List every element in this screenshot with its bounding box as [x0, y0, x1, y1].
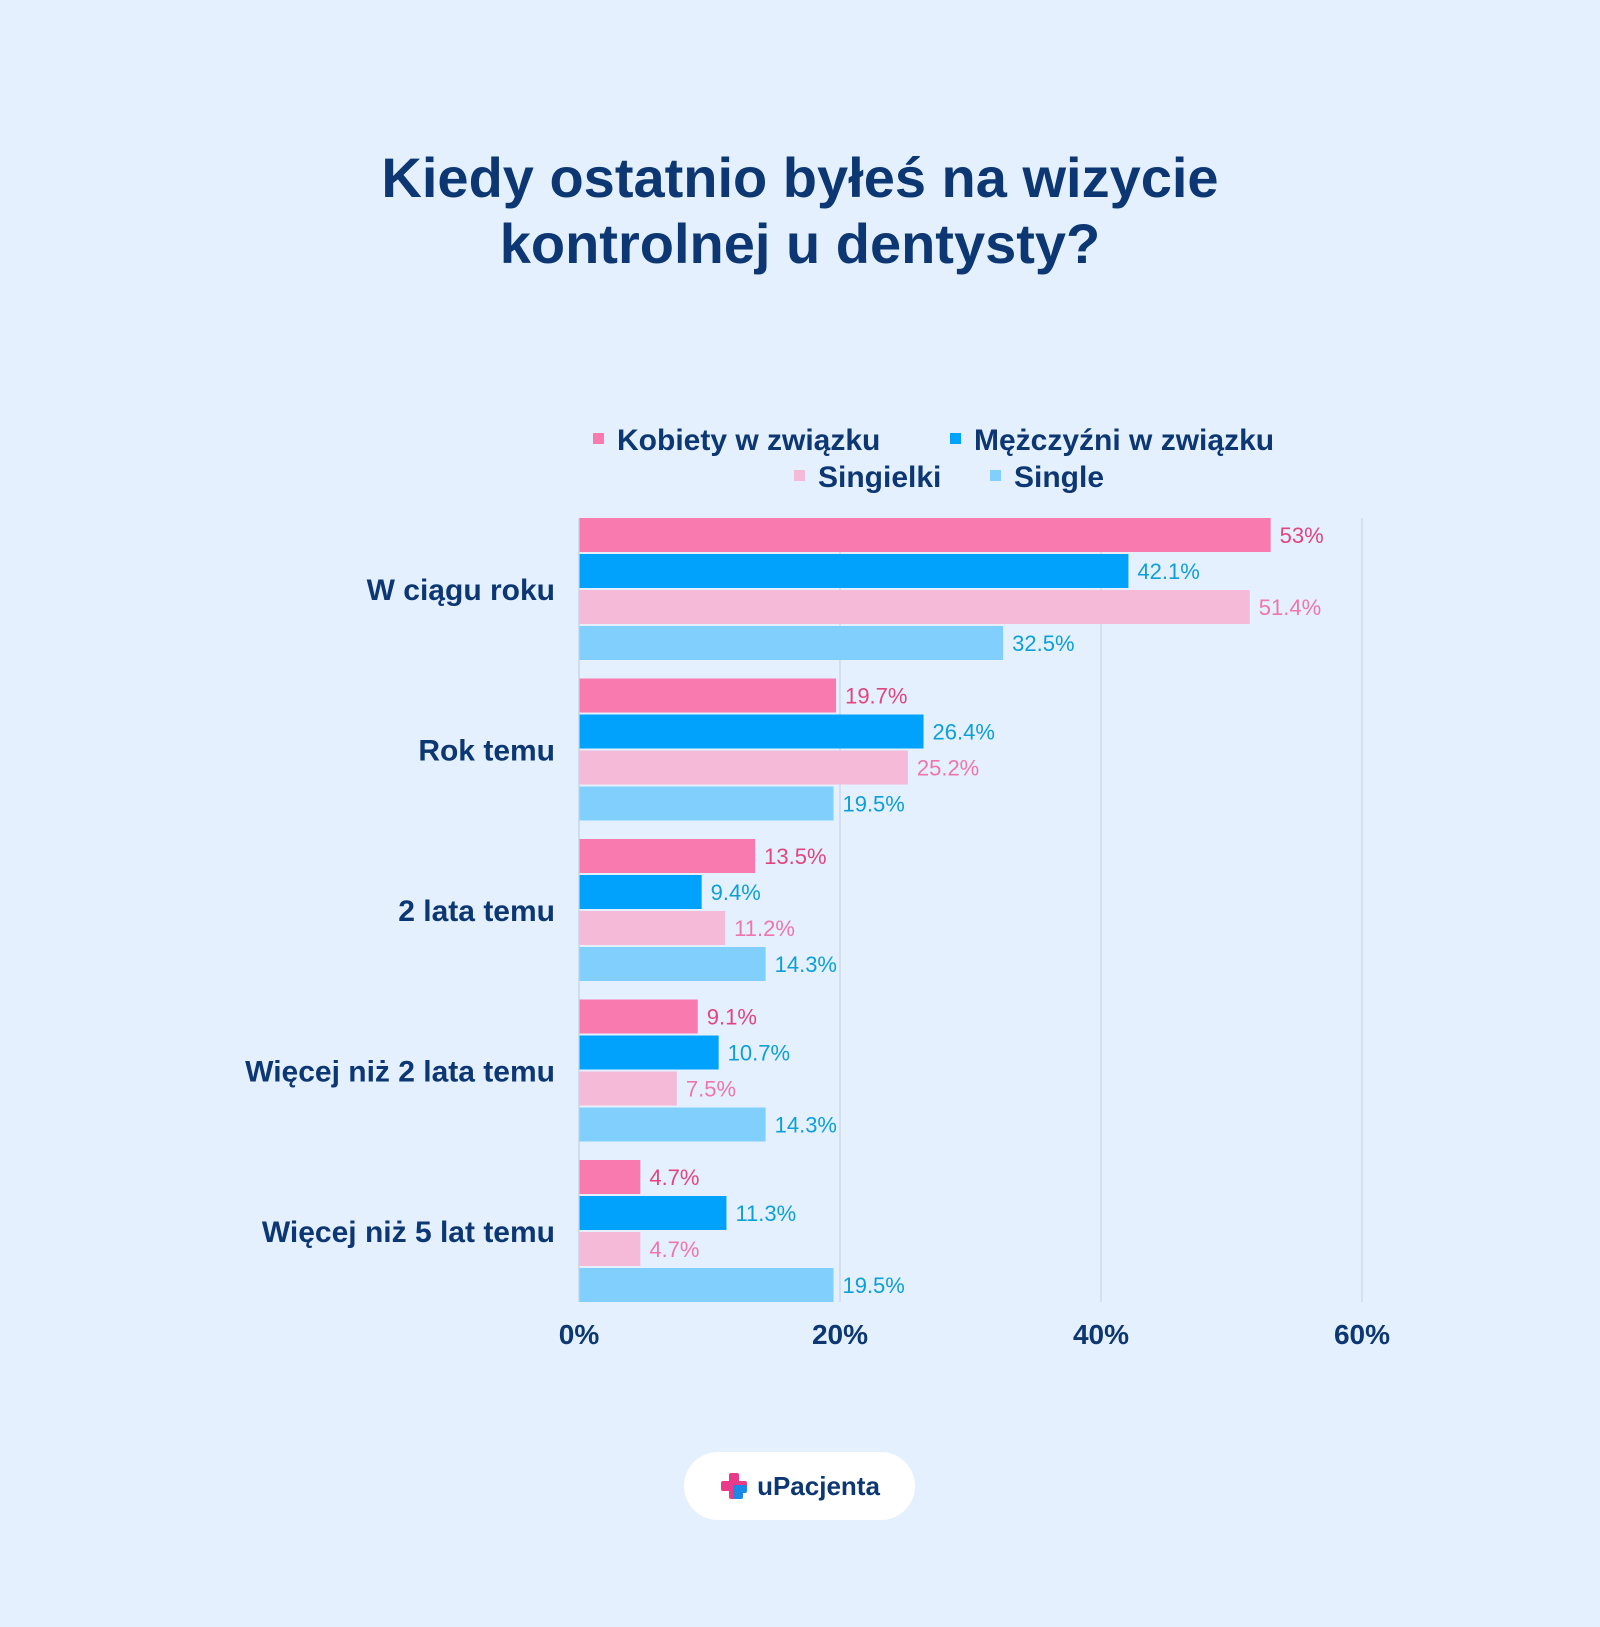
chart-title-line-2: kontrolnej u dentysty?	[499, 212, 1101, 275]
bar-value-label: 11.3%	[735, 1201, 796, 1226]
x-tick-label-0: 0%	[559, 1319, 600, 1350]
bar	[579, 678, 837, 713]
chart-title: Kiedy ostatnio byłeś na wizycie kontroln…	[0, 145, 1600, 277]
legend-label: Kobiety w związku	[617, 424, 880, 457]
category-label: W ciągu roku	[367, 574, 555, 607]
bar	[579, 750, 908, 785]
legend-label: Single	[1014, 461, 1104, 494]
bar-value-label: 42.1%	[1137, 559, 1199, 584]
brand-name: uPacjenta	[757, 1470, 880, 1501]
bar-value-label: 13.5%	[764, 844, 826, 869]
bar	[579, 626, 1004, 660]
bar	[579, 1107, 766, 1142]
bar	[579, 1071, 677, 1106]
bar-value-label: 32.5%	[1012, 631, 1074, 656]
bar-value-label: 7.5%	[686, 1077, 736, 1102]
category-label: 2 lata temu	[398, 895, 555, 928]
bar-value-label: 26.4%	[933, 720, 995, 745]
bar	[579, 518, 1271, 552]
category-label: Więcej niż 5 lat temu	[262, 1216, 555, 1249]
bar	[579, 1268, 834, 1302]
x-tick-label-40: 40%	[1073, 1319, 1129, 1350]
bar-value-label: 14.3%	[775, 952, 837, 977]
legend-swatch	[593, 433, 604, 444]
bar	[579, 911, 726, 945]
bar-value-label: 14.3%	[775, 1113, 837, 1138]
bar	[579, 875, 702, 909]
bar	[579, 554, 1129, 588]
bar	[579, 839, 756, 873]
legend-label: Mężczyźni w związku	[974, 424, 1274, 457]
bar-value-label: 4.7%	[649, 1165, 699, 1190]
bar-value-label: 19.5%	[842, 1273, 904, 1298]
bar-value-label: 4.7%	[649, 1237, 699, 1262]
bar	[579, 947, 766, 981]
bar	[579, 714, 924, 749]
bar	[579, 1035, 719, 1070]
bar-value-label: 51.4%	[1259, 595, 1321, 620]
bar-value-label: 9.4%	[711, 880, 761, 905]
medical-cross-logo-icon	[721, 1473, 748, 1499]
bar-value-label: 9.1%	[707, 1005, 757, 1030]
legend-swatch	[950, 433, 961, 444]
bar	[579, 1196, 727, 1230]
bar	[579, 590, 1250, 624]
legend-swatch	[990, 470, 1001, 481]
bar-value-label: 53%	[1280, 523, 1324, 548]
legend-label: Singielki	[818, 461, 941, 494]
bar	[579, 1160, 641, 1194]
category-label: Rok temu	[418, 735, 555, 768]
x-tick-label-20: 20%	[812, 1319, 868, 1350]
bar	[579, 1232, 641, 1266]
bar-value-label: 10.7%	[728, 1041, 790, 1066]
chart-title-line-1: Kiedy ostatnio byłeś na wizycie	[381, 146, 1219, 209]
brand-logo-badge: uPacjenta	[684, 1452, 915, 1520]
bar-value-label: 25.2%	[917, 756, 979, 781]
legend-swatch	[794, 470, 805, 481]
x-tick-label-60: 60%	[1334, 1319, 1390, 1350]
bar-value-label: 11.2%	[734, 916, 795, 941]
bar-value-label: 19.5%	[842, 792, 904, 817]
category-label: Więcej niż 2 lata temu	[245, 1056, 555, 1089]
bar	[579, 999, 698, 1034]
bar	[579, 786, 834, 821]
bar-value-label: 19.7%	[845, 684, 907, 709]
